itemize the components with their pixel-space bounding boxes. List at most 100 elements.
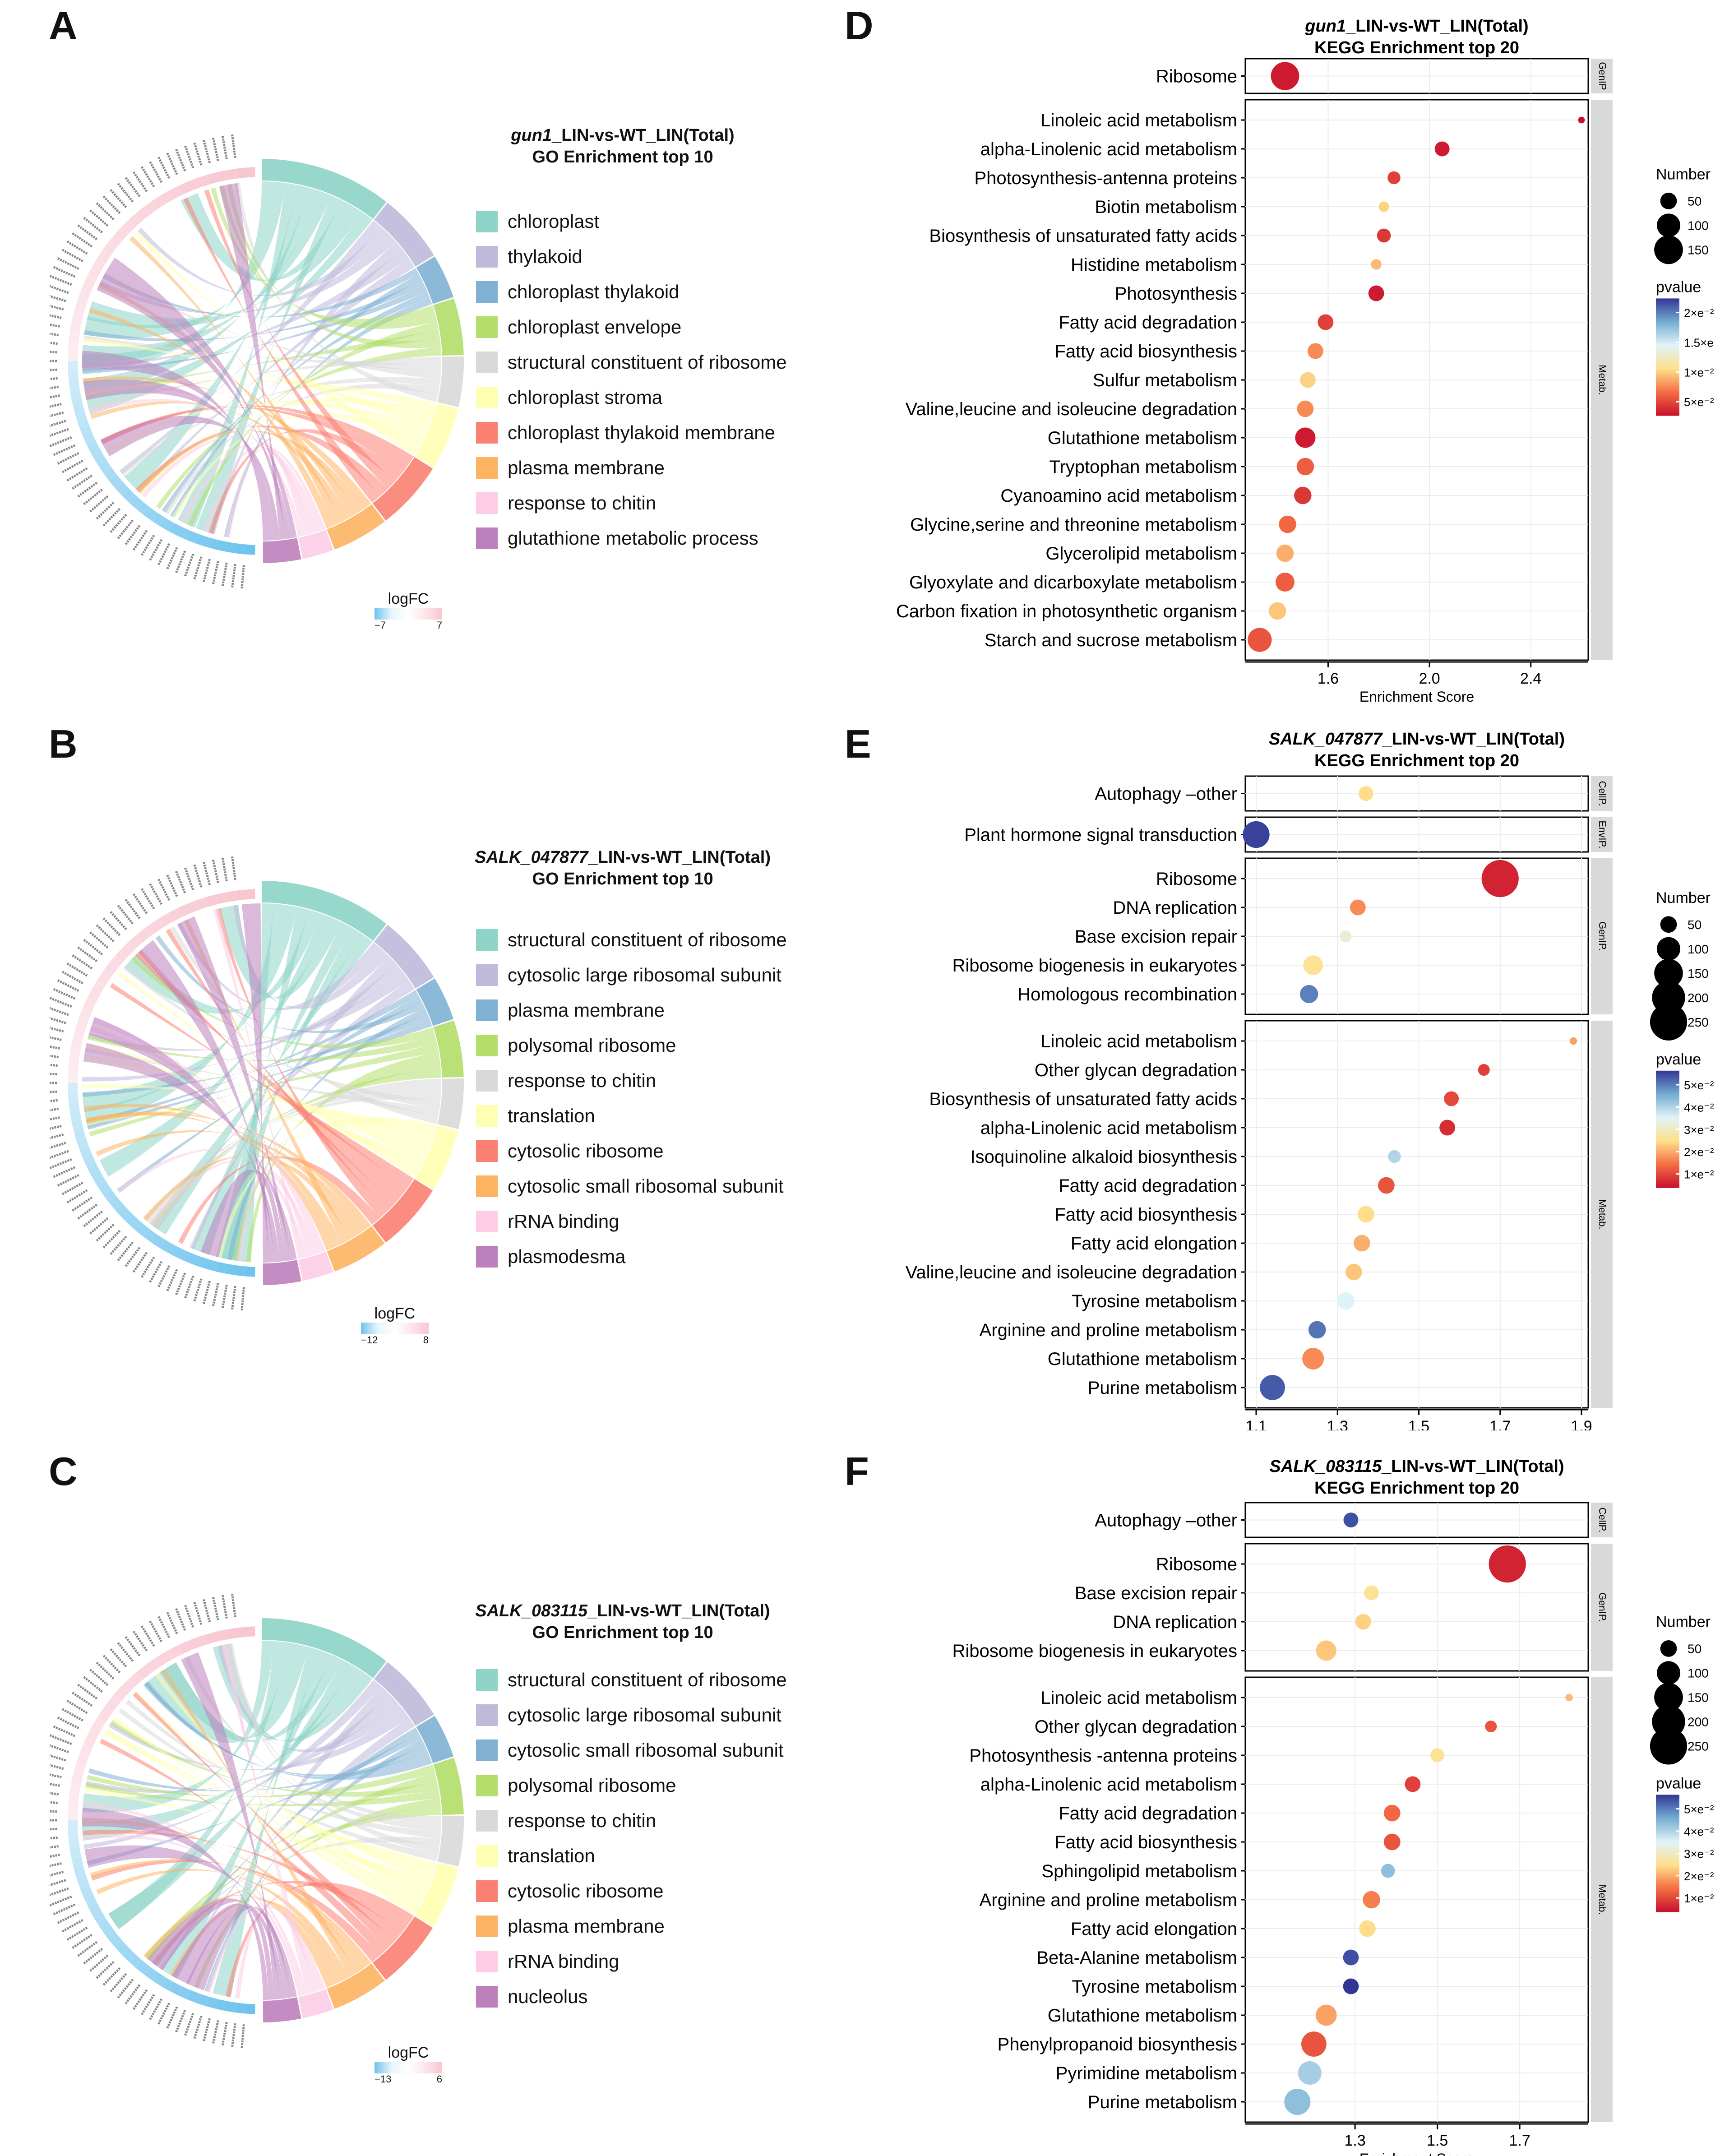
gene-ring-segment xyxy=(225,891,237,902)
term-label: Arginine and proline metabolism xyxy=(980,1890,1237,1910)
gene-ring-segment xyxy=(77,1752,89,1765)
gene-label-mark xyxy=(35,1116,60,1123)
gene-label-mark xyxy=(71,1691,93,1707)
gene-ring-segment xyxy=(83,274,97,288)
gene-label-mark xyxy=(65,1926,88,1942)
gene-ring-segment xyxy=(88,988,102,1001)
size-legend-dot xyxy=(1660,1640,1677,1657)
gene-label-mark xyxy=(124,1984,141,2005)
gene-label-mark xyxy=(56,452,79,465)
gene-label-mark xyxy=(52,265,76,278)
group-panel xyxy=(1244,1543,1589,1672)
gene-ring-segment xyxy=(68,341,79,352)
gene-label-mark xyxy=(56,1716,79,1730)
gene-label-mark xyxy=(88,1954,109,1973)
size-legend-label: 100 xyxy=(1688,1666,1709,1680)
gene-ring-segment xyxy=(77,1138,89,1151)
gene-ring-segment xyxy=(152,513,166,527)
legend-swatch xyxy=(476,1211,498,1232)
kegg-dotplot-e: SALK_047877_LIN-vs-WT_LIN(Total) KEGG Enr… xyxy=(906,730,1714,1430)
legend-swatch xyxy=(476,527,498,549)
gene-ring-segment xyxy=(235,1265,246,1277)
gene-ring-segment xyxy=(69,1101,80,1113)
gene-ring-segment xyxy=(206,1632,218,1644)
gene-ring-segment xyxy=(115,482,129,496)
legend-swatch xyxy=(476,387,498,408)
gene-ring-segment xyxy=(92,451,106,465)
term-arc xyxy=(437,1815,464,1867)
gene-label-mark xyxy=(34,1790,59,1795)
size-legend-dot xyxy=(1657,1661,1680,1685)
chart-title: SALK_083115_LIN-vs-WT_LIN(Total) xyxy=(1269,1457,1564,1476)
term-label: Other glycan degradation xyxy=(1035,1060,1237,1080)
legend-item: structural constituent of ribosome xyxy=(476,345,787,380)
pvalue-legend-title: pvalue xyxy=(1656,1051,1701,1068)
gene-ring-segment xyxy=(136,206,151,221)
gene-ring-segment xyxy=(169,523,183,537)
size-legend-label: 150 xyxy=(1688,1690,1709,1704)
legend-swatch xyxy=(476,929,498,951)
legend-label: structural constituent of ribosome xyxy=(508,929,787,950)
term-label: Starch and sucrose metabolism xyxy=(985,630,1237,650)
term-label: Plant hormone signal transduction xyxy=(964,825,1237,845)
data-point xyxy=(1300,985,1318,1004)
term-arc xyxy=(374,203,434,267)
pvalue-tick-label: 3×e⁻² xyxy=(1684,1123,1714,1137)
legend-label: structural constituent of ribosome xyxy=(508,1669,787,1690)
facet-strip xyxy=(1591,1021,1613,1408)
gene-ring-segment xyxy=(225,1263,237,1275)
legend-swatch xyxy=(476,999,498,1021)
gene-label-mark xyxy=(35,1854,60,1860)
pvalue-tick-label: 4×e⁻² xyxy=(1684,1101,1714,1114)
data-point xyxy=(1405,1776,1421,1792)
size-legend-title: Number xyxy=(1656,889,1711,907)
gene-ring-segment xyxy=(152,1235,166,1249)
legend-label: plasma membrane xyxy=(508,1915,665,1937)
gene-ring-segment xyxy=(206,1996,218,2009)
chord-ribbon xyxy=(88,398,303,537)
gene-ring-segment xyxy=(77,1015,89,1027)
data-point xyxy=(1371,259,1382,270)
chord-ribbon xyxy=(83,1043,297,1260)
gene-ring-segment xyxy=(122,1211,136,1225)
term-label: Biosynthesis of unsaturated fatty acids xyxy=(929,1089,1237,1109)
term-label: Photosynthesis xyxy=(1115,284,1237,304)
chord-diagram xyxy=(32,1592,464,2049)
gene-ring-segment xyxy=(115,1685,129,1699)
term-arc xyxy=(263,538,301,563)
pvalue-tick-label: 1×e⁻² xyxy=(1684,366,1714,379)
x-axis-label: Enrichment Score xyxy=(1359,2151,1474,2156)
data-point xyxy=(1364,1585,1379,1601)
data-point xyxy=(1430,1748,1445,1763)
gene-label-mark xyxy=(33,1836,58,1841)
gene-label-mark xyxy=(202,139,211,163)
gene-label-mark xyxy=(76,224,98,241)
chord-ribbon xyxy=(83,187,320,398)
chord-ribbon xyxy=(84,1047,439,1117)
chord-ribbon xyxy=(133,1692,395,1948)
facet-label: CellP. xyxy=(1597,1508,1608,1533)
legend-label: nucleolus xyxy=(508,1986,588,2007)
gene-label-mark xyxy=(193,141,203,166)
term-arc xyxy=(372,1916,433,1980)
gene-label-mark xyxy=(124,525,141,546)
legend-swatch xyxy=(476,492,498,514)
term-label: Linoleic acid metabolism xyxy=(1040,1688,1237,1708)
data-point xyxy=(1276,573,1295,592)
term-label: Ribosome xyxy=(1156,869,1237,889)
term-label: Ribosome xyxy=(1156,67,1237,87)
data-point xyxy=(1387,171,1401,185)
gene-ring-segment xyxy=(161,1240,174,1254)
legend-item: rRNA binding xyxy=(476,1204,787,1239)
term-label: Pyrimidine metabolism xyxy=(1056,2063,1237,2083)
gene-ring-segment xyxy=(129,935,143,948)
chord-ribbon xyxy=(84,380,436,412)
term-label: Cyanoamino acid metabolism xyxy=(1000,486,1237,506)
gene-label-mark xyxy=(116,1979,134,1999)
data-point xyxy=(1294,486,1312,504)
gene-ring-segment xyxy=(68,1063,79,1074)
legend-swatch xyxy=(476,1740,498,1761)
term-label: Tryptophan metabolism xyxy=(1050,457,1237,477)
chord-ribbon xyxy=(235,182,438,402)
gene-label-mark xyxy=(193,2016,203,2040)
